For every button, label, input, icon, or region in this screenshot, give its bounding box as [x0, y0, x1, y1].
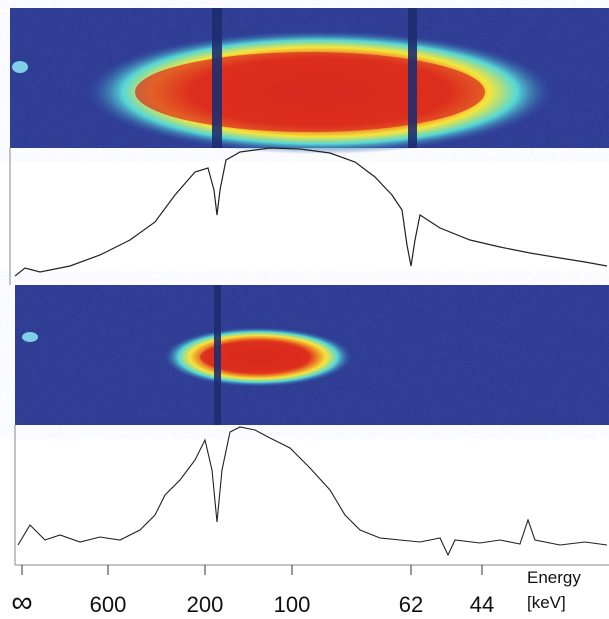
- profile-bottom: [14, 425, 609, 566]
- energy-axis: ∞ 600 200 100 62 44: [11, 565, 494, 619]
- tick-label: 44: [470, 592, 494, 617]
- tick-label: 62: [399, 592, 423, 617]
- axis-unit: [keV]: [527, 593, 566, 612]
- tick-label: 100: [274, 592, 311, 617]
- tick-label: 600: [90, 592, 127, 617]
- profile-top: [9, 147, 608, 285]
- tick-label: ∞: [11, 586, 32, 619]
- heatmap-top: [10, 8, 609, 154]
- heatmap-bottom: [15, 285, 609, 425]
- tick-label: 200: [187, 592, 224, 617]
- axis-label: Energy: [527, 568, 581, 587]
